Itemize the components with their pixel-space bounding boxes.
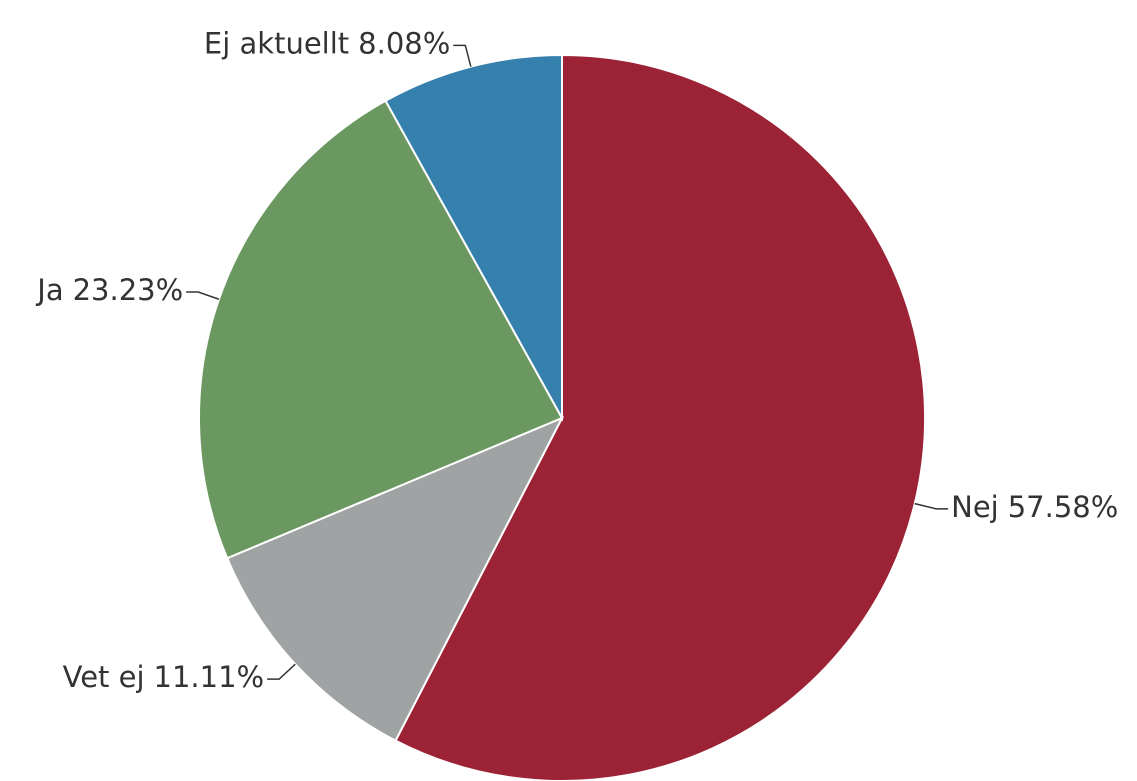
slice-label-value: 57.58%	[1008, 490, 1119, 524]
slice-label-name: Vet ej	[63, 660, 145, 694]
leader-line	[186, 291, 220, 300]
slice-label: Ej aktuellt 8.08%	[204, 26, 450, 60]
pie-slice	[198, 99, 564, 560]
slice-label-value: 23.23%	[73, 273, 184, 307]
leader-line	[453, 44, 472, 67]
leader-line	[267, 663, 296, 680]
slice-label: Vet ej 11.11%	[63, 660, 265, 694]
slice-label: Ja 23.23%	[35, 273, 183, 307]
slice-label-value: 8.08%	[358, 26, 450, 60]
slice-label-value: 11.11%	[154, 660, 265, 694]
slice-label-name: Nej	[951, 490, 999, 524]
pie-slice	[394, 53, 926, 781]
leader-line	[914, 502, 949, 510]
slice-label-name: Ja	[35, 273, 63, 307]
slice-label: Nej 57.58%	[951, 490, 1118, 524]
pie-slice	[384, 53, 563, 422]
slice-label-name: Ej aktuellt	[204, 26, 349, 60]
pie-slice	[225, 416, 565, 742]
